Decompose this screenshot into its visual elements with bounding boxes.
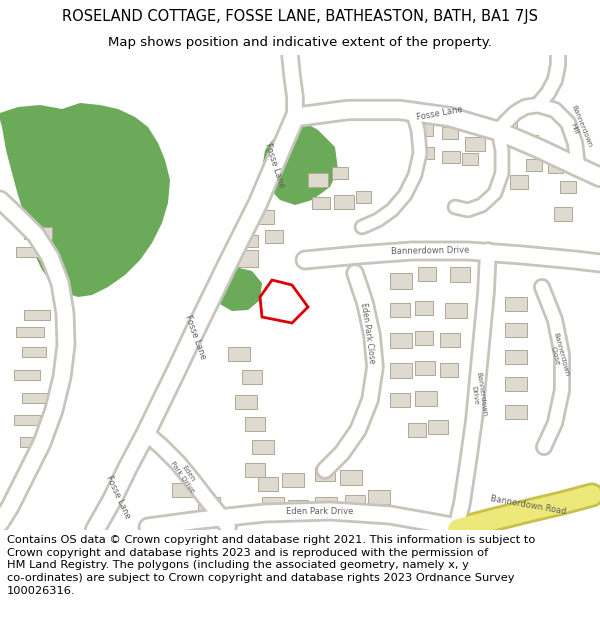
Polygon shape bbox=[415, 301, 433, 315]
Text: Bannerdown
Drive: Bannerdown Drive bbox=[469, 372, 488, 418]
Polygon shape bbox=[235, 395, 257, 409]
Polygon shape bbox=[252, 440, 274, 454]
Polygon shape bbox=[418, 147, 434, 159]
Polygon shape bbox=[548, 161, 563, 173]
Polygon shape bbox=[440, 333, 460, 347]
Polygon shape bbox=[505, 297, 527, 311]
Polygon shape bbox=[442, 127, 458, 139]
Polygon shape bbox=[465, 137, 485, 151]
Text: Eden
Park Drive: Eden Park Drive bbox=[169, 456, 201, 494]
Polygon shape bbox=[415, 361, 435, 375]
Polygon shape bbox=[172, 483, 197, 497]
Polygon shape bbox=[312, 197, 330, 209]
Polygon shape bbox=[24, 227, 52, 239]
Polygon shape bbox=[288, 500, 308, 514]
Polygon shape bbox=[428, 420, 448, 434]
Text: Bannerdown Road: Bannerdown Road bbox=[490, 494, 566, 516]
Polygon shape bbox=[308, 173, 328, 187]
Text: Eden Park Close: Eden Park Close bbox=[359, 302, 377, 364]
Text: Fosse Lane: Fosse Lane bbox=[104, 474, 132, 520]
Polygon shape bbox=[22, 347, 46, 357]
Polygon shape bbox=[16, 247, 42, 257]
Polygon shape bbox=[212, 267, 262, 311]
Polygon shape bbox=[390, 303, 410, 317]
Polygon shape bbox=[22, 393, 50, 403]
Polygon shape bbox=[14, 370, 40, 380]
Polygon shape bbox=[408, 423, 426, 437]
Text: ROSELAND COTTAGE, FOSSE LANE, BATHEASTON, BATH, BA1 7JS: ROSELAND COTTAGE, FOSSE LANE, BATHEASTON… bbox=[62, 9, 538, 24]
Polygon shape bbox=[238, 250, 258, 267]
Polygon shape bbox=[245, 463, 265, 477]
Text: Map shows position and indicative extent of the property.: Map shows position and indicative extent… bbox=[108, 36, 492, 49]
Polygon shape bbox=[198, 497, 220, 511]
Polygon shape bbox=[418, 267, 436, 281]
Polygon shape bbox=[345, 495, 365, 509]
Polygon shape bbox=[240, 235, 258, 247]
Text: Contains OS data © Crown copyright and database right 2021. This information is : Contains OS data © Crown copyright and d… bbox=[7, 535, 536, 596]
Text: Fosse Lane: Fosse Lane bbox=[416, 104, 464, 121]
Polygon shape bbox=[228, 347, 250, 361]
Text: Bannerdown
Close: Bannerdown Close bbox=[546, 331, 570, 379]
Polygon shape bbox=[262, 117, 338, 205]
Polygon shape bbox=[282, 473, 304, 487]
Polygon shape bbox=[0, 103, 170, 297]
Polygon shape bbox=[505, 405, 527, 419]
Polygon shape bbox=[415, 391, 437, 406]
Polygon shape bbox=[440, 363, 458, 377]
Text: Fosse Lane: Fosse Lane bbox=[263, 141, 287, 189]
Polygon shape bbox=[505, 377, 527, 391]
Polygon shape bbox=[505, 323, 527, 337]
Polygon shape bbox=[560, 181, 576, 193]
Polygon shape bbox=[340, 470, 362, 485]
Polygon shape bbox=[258, 477, 278, 491]
Polygon shape bbox=[520, 135, 538, 149]
Polygon shape bbox=[554, 207, 572, 221]
Polygon shape bbox=[505, 350, 527, 364]
Polygon shape bbox=[262, 497, 284, 511]
Polygon shape bbox=[415, 123, 433, 136]
Polygon shape bbox=[390, 333, 412, 348]
Polygon shape bbox=[332, 167, 348, 179]
Polygon shape bbox=[502, 123, 517, 135]
Polygon shape bbox=[445, 303, 467, 318]
Text: Eden Park Drive: Eden Park Drive bbox=[286, 506, 353, 516]
Polygon shape bbox=[242, 370, 262, 384]
Text: Bannerdown
Hill: Bannerdown Hill bbox=[563, 104, 592, 151]
Polygon shape bbox=[265, 230, 283, 243]
Polygon shape bbox=[20, 437, 46, 447]
Polygon shape bbox=[14, 415, 40, 425]
Polygon shape bbox=[442, 151, 460, 163]
Polygon shape bbox=[356, 191, 371, 203]
Polygon shape bbox=[334, 195, 354, 209]
Polygon shape bbox=[315, 497, 337, 511]
Polygon shape bbox=[252, 210, 274, 224]
Polygon shape bbox=[390, 393, 410, 407]
Polygon shape bbox=[16, 327, 44, 337]
Text: Bannerdown Drive: Bannerdown Drive bbox=[391, 246, 469, 256]
Polygon shape bbox=[462, 153, 478, 165]
Polygon shape bbox=[24, 310, 50, 320]
Polygon shape bbox=[390, 363, 412, 378]
Polygon shape bbox=[368, 490, 390, 504]
Polygon shape bbox=[315, 467, 335, 481]
Polygon shape bbox=[526, 159, 542, 171]
Polygon shape bbox=[450, 267, 470, 282]
Polygon shape bbox=[415, 331, 433, 345]
Polygon shape bbox=[245, 417, 265, 431]
Polygon shape bbox=[390, 273, 412, 289]
Polygon shape bbox=[510, 175, 528, 189]
Text: Fosse Lane: Fosse Lane bbox=[183, 314, 207, 361]
